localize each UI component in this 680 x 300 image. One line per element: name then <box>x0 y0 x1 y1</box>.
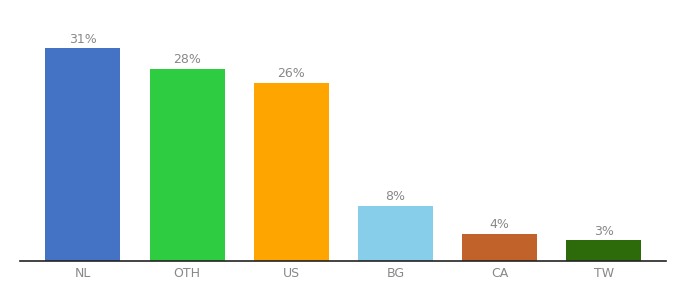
Text: 31%: 31% <box>69 33 97 46</box>
Bar <box>566 240 641 261</box>
Bar <box>150 69 224 261</box>
Bar <box>358 206 433 261</box>
Text: 4%: 4% <box>490 218 509 231</box>
Bar <box>254 83 329 261</box>
Text: 8%: 8% <box>386 190 405 203</box>
Bar <box>462 234 537 261</box>
Text: 3%: 3% <box>594 225 614 238</box>
Bar <box>46 48 120 261</box>
Text: 26%: 26% <box>277 67 305 80</box>
Text: 28%: 28% <box>173 53 201 66</box>
